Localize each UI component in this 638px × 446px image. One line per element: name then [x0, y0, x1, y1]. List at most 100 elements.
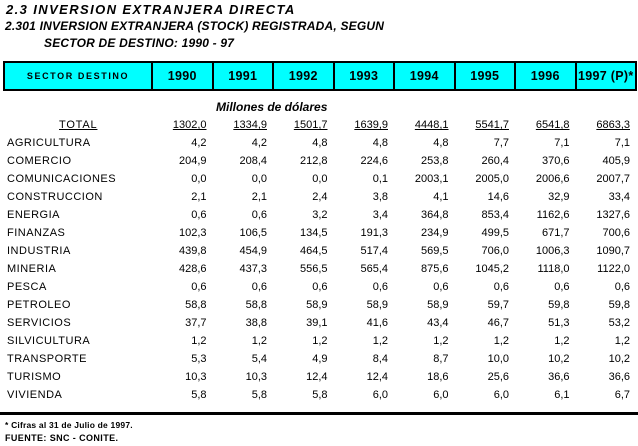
cell-value: 5,8: [312, 389, 328, 401]
table-row-vivienda: VIVIENDA 5,8 5,8 5,8 6,0 6,0 6,0 6,1 6,7: [3, 386, 635, 404]
table-row-industria: INDUSTRIA 439,8 454,9 464,5 517,4 569,5 706,0 1…: [3, 242, 635, 260]
row-label: AGRICULTURA: [7, 137, 91, 149]
cell-value: 39,1: [306, 317, 328, 329]
data-table: TOTAL 1302,0 1334,9 1501,7 1639,9 4448,1 5541,…: [3, 116, 635, 404]
cell-value: 224,6: [360, 155, 388, 167]
column-header-table: SECTOR DESTINO 1990 1991 1992 1993 1994 1995 19…: [3, 61, 637, 91]
cell-value: 8,7: [433, 353, 449, 365]
cell-value: 0,0: [251, 173, 267, 185]
cell-value: 0,6: [251, 281, 267, 293]
cell-value: 5,3: [191, 353, 207, 365]
cell-value: 2006,6: [535, 173, 570, 185]
cell-value: 2003,1: [414, 173, 449, 185]
cell-value: 1,2: [372, 335, 388, 347]
cell-value: 59,8: [608, 299, 630, 311]
row-label: TURISMO: [7, 371, 62, 383]
cell-value: 1,2: [312, 335, 328, 347]
cell-value: 253,8: [420, 155, 449, 167]
row-label: MINERIA: [7, 263, 57, 275]
cell-value: 7,1: [554, 137, 570, 149]
cell-value: 10,2: [608, 353, 630, 365]
cell-value: 53,2: [608, 317, 630, 329]
cell-value: 556,5: [299, 263, 328, 275]
cell-value: 58,9: [306, 299, 328, 311]
table-row-turismo: TURISMO 10,3 10,3 12,4 12,4 18,6 25,6 36,6 36,6: [3, 368, 635, 386]
cell-value: 102,3: [178, 227, 207, 239]
page-title: 2.3 INVERSION EXTRANJERA DIRECTA: [6, 2, 296, 17]
cell-value: 10,3: [185, 371, 207, 383]
cell-value: 1118,0: [537, 263, 570, 275]
cell-value: 1501,7: [293, 119, 328, 131]
table-row-mineria: MINERIA 428,6 437,3 556,5 565,4 875,6 1045,2 11…: [3, 260, 635, 278]
cell-value: 1639,9: [354, 119, 388, 131]
header-year-1995: 1995: [453, 61, 516, 91]
cell-value: 4448,1: [414, 119, 449, 131]
row-label: PESCA: [7, 281, 47, 293]
cell-value: 2,1: [251, 191, 267, 203]
row-label: INDUSTRIA: [7, 245, 71, 257]
table-row-transporte: TRANSPORTE 5,3 5,4 4,9 8,4 8,7 10,0 10,2 10,2: [3, 350, 635, 368]
source-text: FUENTE: SNC - CONITE.: [5, 433, 119, 443]
cell-value: 0,6: [251, 209, 267, 221]
cell-value: 1,2: [614, 335, 630, 347]
cell-value: 106,5: [239, 227, 267, 239]
cell-value: 0,6: [554, 281, 570, 293]
header-year-1991: 1991: [211, 61, 274, 91]
header-sector-destino: SECTOR DESTINO: [3, 61, 153, 91]
cell-value: 0,6: [312, 281, 328, 293]
cell-value: 437,3: [239, 263, 267, 275]
cell-value: 2007,7: [596, 173, 630, 185]
row-label: ENERGIA: [7, 209, 61, 221]
cell-value: 853,4: [481, 209, 509, 221]
cell-value: 370,6: [541, 155, 570, 167]
cell-value: 43,4: [427, 317, 449, 329]
row-label: VIVIENDA: [7, 389, 63, 401]
row-label: COMUNICACIONES: [7, 173, 117, 185]
cell-value: 5541,7: [475, 119, 509, 131]
cell-value: 4,8: [372, 137, 388, 149]
cell-value: 4,8: [312, 137, 328, 149]
table-row-silvicultura: SILVICULTURA 1,2 1,2 1,2 1,2 1,2 1,2 1,2 1,2: [3, 332, 635, 350]
cell-value: 405,9: [602, 155, 630, 167]
table-row-comercio: COMERCIO 204,9 208,4 212,8 224,6 253,8 260,4 37…: [3, 152, 635, 170]
cell-value: 3,4: [372, 209, 388, 221]
cell-value: 464,5: [299, 245, 328, 257]
cell-value: 454,9: [239, 245, 267, 257]
header-year-1997P: 1997 (P)*: [574, 61, 637, 91]
cell-value: 0,1: [372, 173, 388, 185]
cell-value: 1,2: [554, 335, 570, 347]
table-row-energia: ENERGIA 0,6 0,6 3,2 3,4 364,8 853,4 1162,6 1327,…: [3, 206, 635, 224]
header-year-1996: 1996: [514, 61, 577, 91]
cell-value: 5,4: [251, 353, 267, 365]
cell-value: 36,6: [548, 371, 570, 383]
cell-value: 0,0: [191, 173, 207, 185]
cell-value: 14,6: [487, 191, 509, 203]
table-row-servicios: SERVICIOS 37,7 38,8 39,1 41,6 43,4 46,7 51,3 53,…: [3, 314, 635, 332]
cell-value: 1006,3: [535, 245, 570, 257]
row-label: SILVICULTURA: [7, 335, 91, 347]
cell-value: 565,4: [360, 263, 388, 275]
table-header-row: SECTOR DESTINO 1990 1991 1992 1993 1994 1995 19…: [3, 61, 637, 91]
header-year-1993: 1993: [332, 61, 395, 91]
table-row-comunicaciones: COMUNICACIONES 0,0 0,0 0,0 0,1 2003,1 2005,0 20…: [3, 170, 635, 188]
cell-value: 41,6: [366, 317, 388, 329]
data-table-body: TOTAL 1302,0 1334,9 1501,7 1639,9 4448,1 5541,…: [3, 116, 635, 404]
cell-value: 37,7: [185, 317, 207, 329]
cell-value: 439,8: [178, 245, 207, 257]
cell-value: 1334,9: [233, 119, 267, 131]
cell-value: 517,4: [360, 245, 388, 257]
cell-value: 569,5: [420, 245, 449, 257]
cell-value: 6,0: [433, 389, 449, 401]
cell-value: 700,6: [602, 227, 630, 239]
cell-value: 671,7: [541, 227, 570, 239]
cell-value: 4,2: [191, 137, 207, 149]
cell-value: 3,8: [372, 191, 388, 203]
cell-value: 8,4: [372, 353, 388, 365]
cell-value: 5,8: [191, 389, 207, 401]
cell-value: 6,0: [372, 389, 388, 401]
cell-value: 38,8: [245, 317, 267, 329]
cell-value: 234,9: [420, 227, 449, 239]
row-label: TOTAL: [59, 119, 98, 131]
cell-value: 12,4: [306, 371, 328, 383]
